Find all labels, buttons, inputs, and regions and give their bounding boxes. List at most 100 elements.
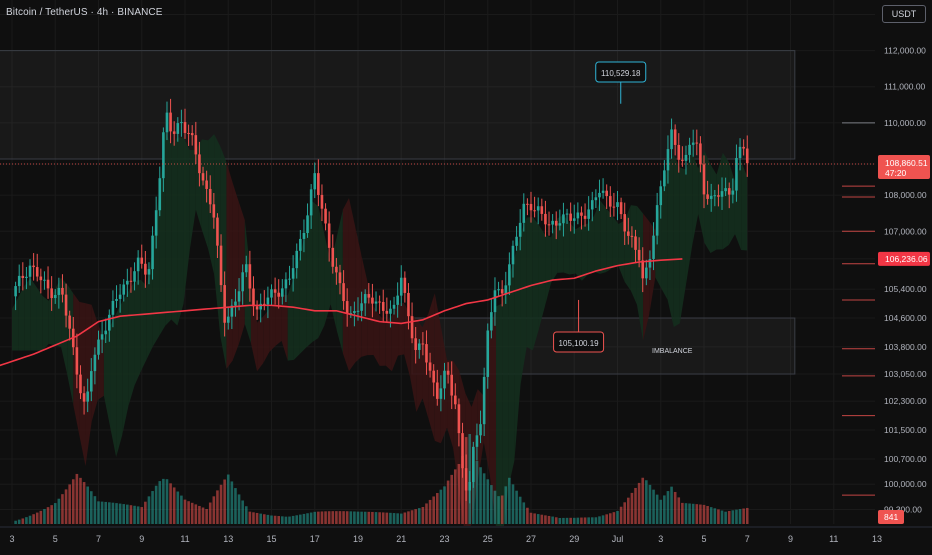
- candle[interactable]: [601, 178, 605, 199]
- candle[interactable]: [598, 179, 601, 211]
- candle[interactable]: [93, 347, 97, 385]
- candle[interactable]: [140, 244, 144, 269]
- candle[interactable]: [118, 284, 122, 313]
- candle[interactable]: [652, 222, 655, 271]
- candle[interactable]: [353, 301, 356, 327]
- candle[interactable]: [670, 118, 673, 159]
- candle[interactable]: [198, 141, 201, 187]
- volume-tag[interactable]: [878, 510, 904, 524]
- candle[interactable]: [28, 259, 32, 286]
- candle[interactable]: [302, 219, 306, 253]
- candle[interactable]: [374, 291, 378, 312]
- candle[interactable]: [565, 208, 569, 224]
- candle[interactable]: [205, 170, 208, 203]
- candle[interactable]: [147, 262, 151, 285]
- candle[interactable]: [97, 330, 100, 360]
- candle[interactable]: [681, 146, 684, 167]
- candle[interactable]: [684, 145, 688, 175]
- candle[interactable]: [349, 306, 353, 318]
- candle[interactable]: [79, 365, 82, 400]
- candle[interactable]: [154, 196, 158, 249]
- candle[interactable]: [410, 302, 414, 344]
- candle[interactable]: [536, 197, 540, 225]
- candle[interactable]: [706, 180, 709, 205]
- candle[interactable]: [547, 211, 551, 236]
- candle[interactable]: [75, 333, 79, 389]
- candle[interactable]: [295, 243, 299, 279]
- candle[interactable]: [699, 136, 702, 173]
- candle[interactable]: [576, 202, 580, 225]
- candle[interactable]: [299, 229, 302, 261]
- candle[interactable]: [673, 124, 677, 156]
- candle[interactable]: [435, 369, 439, 406]
- candle[interactable]: [136, 250, 140, 285]
- candle[interactable]: [504, 271, 508, 304]
- candle[interactable]: [115, 285, 118, 308]
- time-axis[interactable]: 3 5 7 9 11 13 15 17 19 21 23 25 27 29 Jul 3 5 7 9 11 13: [0, 526, 932, 544]
- candle[interactable]: [82, 386, 86, 415]
- plot-area[interactable]: [0, 0, 877, 542]
- candle[interactable]: [450, 361, 454, 410]
- candle[interactable]: [717, 184, 720, 207]
- candle[interactable]: [475, 423, 479, 461]
- candle[interactable]: [273, 277, 277, 305]
- candle[interactable]: [281, 279, 284, 305]
- candle[interactable]: [399, 265, 403, 307]
- candle[interactable]: [86, 378, 89, 413]
- candle[interactable]: [403, 271, 407, 303]
- candle[interactable]: [742, 139, 745, 156]
- candle[interactable]: [25, 267, 28, 290]
- candle[interactable]: [511, 240, 515, 278]
- candle[interactable]: [165, 101, 169, 141]
- current-price-tag[interactable]: [878, 155, 930, 180]
- candle[interactable]: [396, 282, 399, 318]
- candle[interactable]: [569, 202, 572, 232]
- candle[interactable]: [50, 276, 53, 311]
- candle[interactable]: [190, 125, 194, 146]
- candle[interactable]: [515, 226, 518, 251]
- candle[interactable]: [731, 178, 735, 204]
- candle[interactable]: [223, 271, 226, 337]
- candle[interactable]: [21, 262, 25, 291]
- candle[interactable]: [590, 191, 594, 222]
- candle[interactable]: [331, 234, 335, 274]
- candle[interactable]: [129, 267, 133, 293]
- candle[interactable]: [572, 204, 576, 234]
- candle[interactable]: [533, 196, 536, 218]
- candle[interactable]: [108, 309, 111, 342]
- candle[interactable]: [446, 362, 450, 384]
- candle[interactable]: [35, 253, 39, 282]
- candle[interactable]: [208, 175, 212, 214]
- candle[interactable]: [634, 229, 637, 263]
- candle[interactable]: [529, 191, 533, 223]
- candle[interactable]: [100, 320, 104, 354]
- candle[interactable]: [183, 108, 187, 139]
- candle[interactable]: [201, 166, 205, 186]
- candle[interactable]: [14, 281, 17, 311]
- candle[interactable]: [630, 226, 634, 248]
- candle[interactable]: [709, 183, 713, 212]
- candle[interactable]: [32, 253, 35, 281]
- candle[interactable]: [738, 138, 742, 171]
- candle[interactable]: [43, 271, 46, 290]
- candle[interactable]: [169, 98, 172, 144]
- candle[interactable]: [277, 279, 281, 309]
- candle[interactable]: [248, 250, 252, 302]
- candle[interactable]: [216, 213, 219, 259]
- candle[interactable]: [371, 283, 374, 318]
- candle[interactable]: [594, 189, 598, 209]
- candle[interactable]: [735, 144, 738, 202]
- candle[interactable]: [392, 296, 396, 315]
- candle[interactable]: [605, 184, 608, 209]
- candle[interactable]: [612, 192, 616, 217]
- candle[interactable]: [544, 200, 547, 237]
- candle[interactable]: [39, 268, 43, 294]
- candle[interactable]: [713, 189, 717, 207]
- candle[interactable]: [327, 211, 331, 262]
- candle[interactable]: [645, 259, 648, 286]
- candle[interactable]: [234, 288, 237, 317]
- low-annotation-box[interactable]: [553, 331, 605, 353]
- candle[interactable]: [262, 290, 266, 311]
- candle[interactable]: [367, 283, 371, 304]
- candle[interactable]: [479, 410, 482, 444]
